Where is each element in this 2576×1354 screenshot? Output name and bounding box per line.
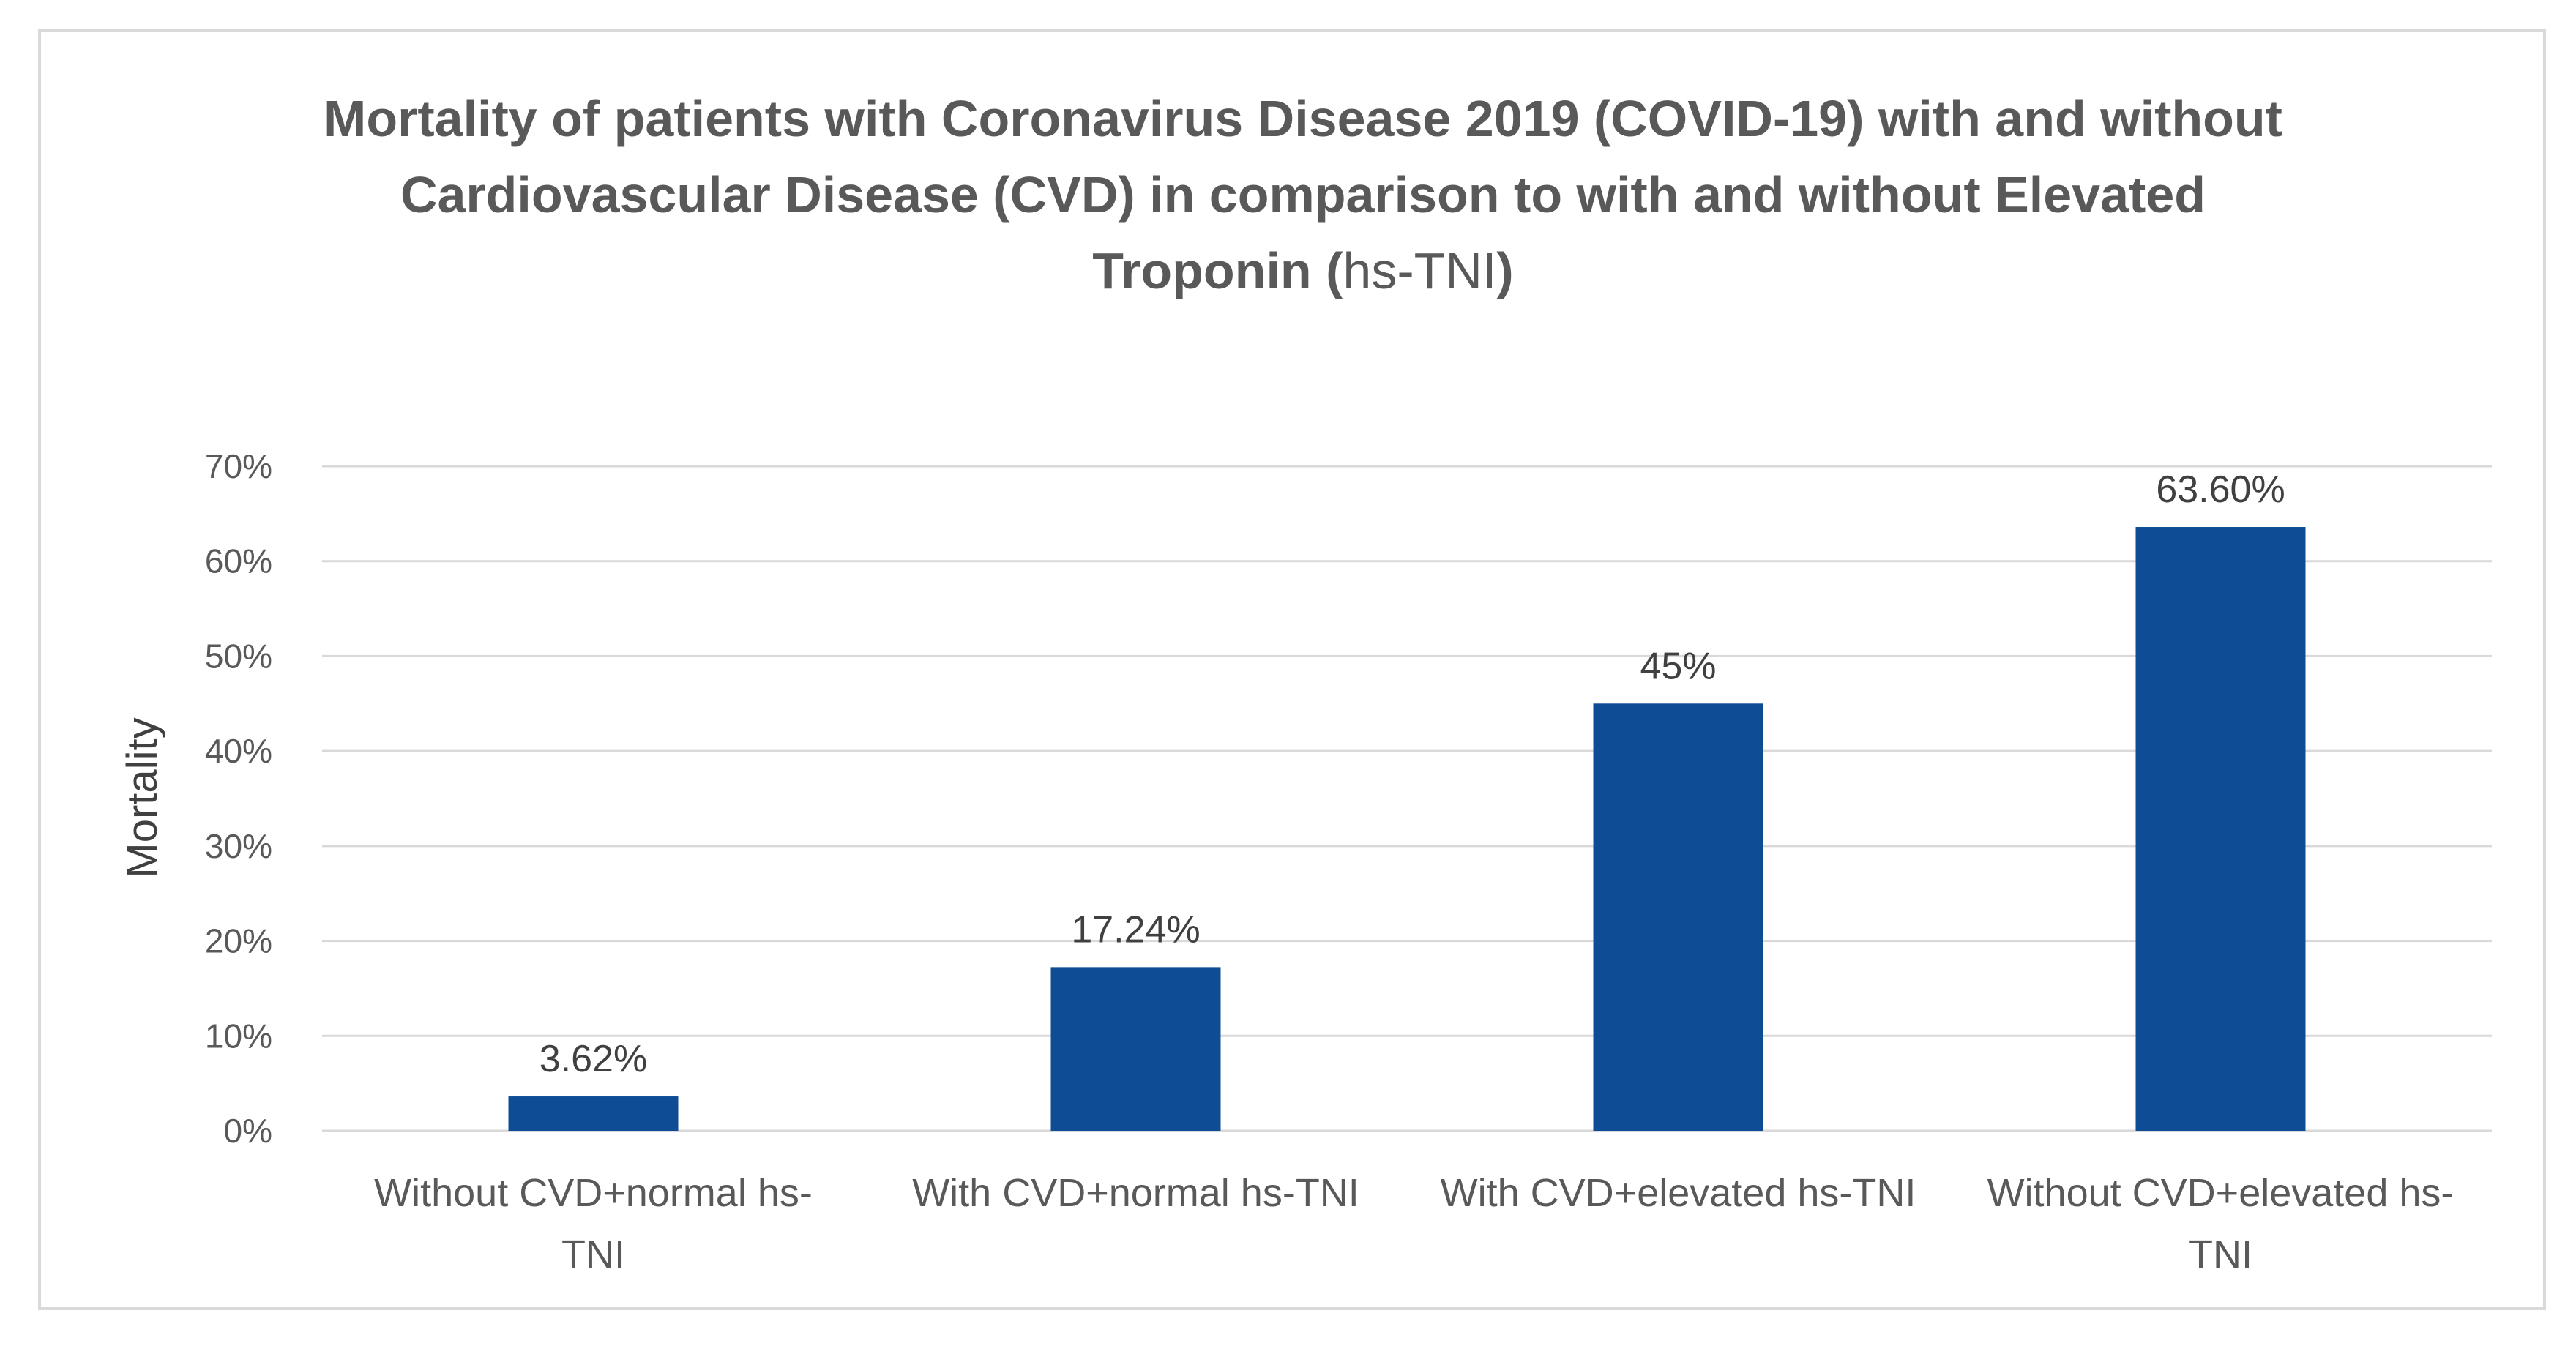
x-category-label: TNI — [561, 1233, 625, 1276]
data-label: 45% — [1640, 645, 1716, 687]
y-tick-label: 50% — [205, 637, 272, 675]
bar — [1051, 967, 1221, 1131]
bar — [1594, 703, 1763, 1131]
x-category-label: With CVD+elevated hs-TNI — [1441, 1171, 1916, 1215]
y-axis-ticks: 0% 10% 20% 30% 40% 50% 60% 70% — [205, 447, 272, 1150]
y-tick-label: 60% — [205, 542, 272, 580]
data-label: 3.62% — [540, 1038, 647, 1080]
x-category-label: TNI — [2189, 1233, 2252, 1276]
x-category-label: Without CVD+normal hs- — [374, 1171, 813, 1215]
bar — [509, 1096, 679, 1131]
y-tick-label: 10% — [205, 1017, 272, 1055]
x-category-label: With CVD+normal hs-TNI — [912, 1171, 1359, 1215]
bars — [509, 527, 2306, 1131]
y-tick-label: 20% — [205, 922, 272, 960]
y-axis-label: Mortality — [119, 717, 166, 878]
data-label: 63.60% — [2156, 468, 2285, 511]
x-axis-categories: Without CVD+normal hs- TNI With CVD+normal… — [374, 1171, 2454, 1276]
y-tick-label: 30% — [205, 827, 272, 865]
bar — [2136, 527, 2306, 1131]
bar-chart: 0% 10% 20% 30% 40% 50% 60% 70% 3.62% 17.24% 45% 63… — [0, 0, 2576, 1354]
y-tick-label: 0% — [224, 1112, 272, 1150]
x-category-label: Without CVD+elevated hs- — [1987, 1171, 2454, 1215]
y-tick-label: 70% — [205, 447, 272, 485]
y-tick-label: 40% — [205, 732, 272, 770]
data-label: 17.24% — [1071, 908, 1200, 951]
